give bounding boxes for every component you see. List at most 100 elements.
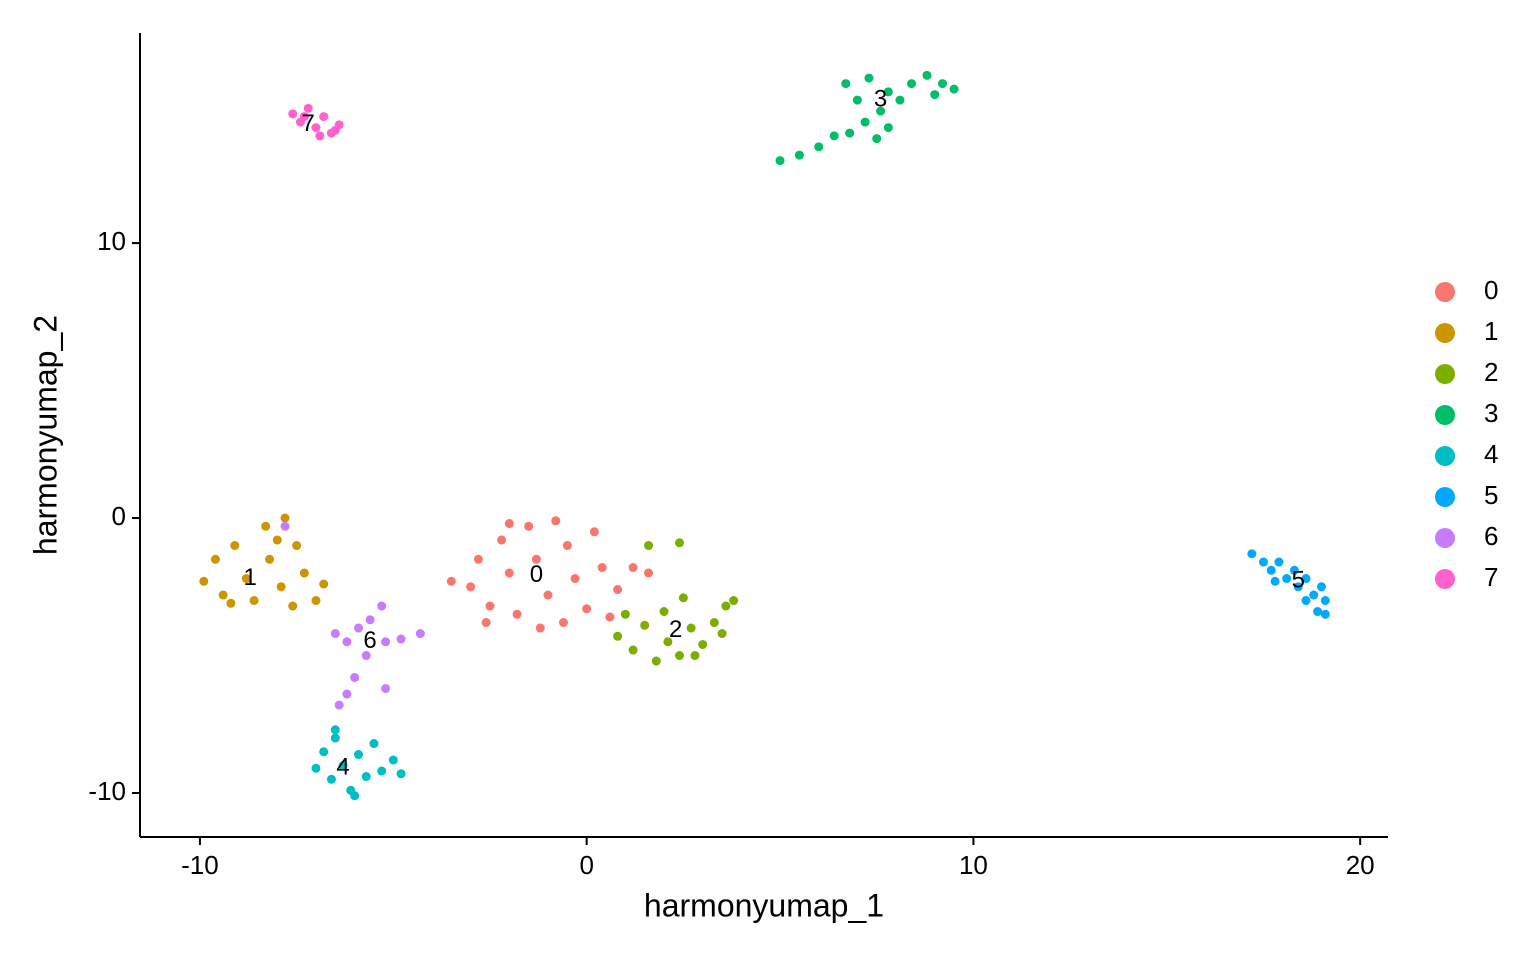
x-axis-title: harmonyumap_1 [644,887,884,923]
point [241,574,251,584]
x-tick-label: -10 [181,850,219,880]
legend-label: 4 [1484,439,1498,469]
point [481,618,491,628]
point [315,131,325,141]
point [860,117,870,127]
legend-swatch [1435,569,1455,589]
point [303,103,313,113]
y-tick-label: 10 [97,226,126,256]
point [558,618,568,628]
cluster-label: 6 [363,627,376,654]
point [814,142,824,152]
legend-label: 0 [1484,275,1498,305]
point [852,95,862,105]
point [280,521,290,531]
point [937,79,947,89]
point [620,609,630,619]
point [504,568,514,578]
cluster-label: 0 [530,561,543,588]
point [199,576,209,586]
point [531,554,541,564]
point [292,541,302,551]
point [907,79,917,89]
cluster-label: 2 [669,616,682,643]
point [311,596,321,606]
point [1301,596,1311,606]
point [605,612,615,622]
point [319,579,329,589]
point [326,774,336,784]
point [330,125,340,135]
point [261,521,271,531]
cluster-label: 1 [244,564,257,591]
point [674,651,684,661]
point [350,791,360,801]
point [365,615,375,625]
legend-label: 6 [1484,521,1498,551]
point [311,763,321,773]
point [570,574,580,584]
point [330,725,340,735]
point [864,73,874,83]
x-tick-label: 0 [579,850,593,880]
x-tick-label: 20 [1346,850,1375,880]
point [644,568,654,578]
point [1309,590,1319,600]
point [272,535,282,545]
point [276,582,286,592]
point [377,766,387,776]
point [872,134,882,144]
point [597,563,607,573]
cluster-label: 7 [302,110,315,137]
point [354,623,364,633]
point [845,128,855,138]
legend-swatch [1435,282,1455,302]
legend-swatch [1435,405,1455,425]
point [265,554,275,564]
point [709,618,719,628]
legend-swatch [1435,528,1455,548]
point [829,131,839,141]
point [1270,576,1280,586]
point [717,629,727,639]
point [589,527,599,537]
point [698,640,708,650]
cluster-label: 4 [336,754,349,781]
point [543,590,553,600]
legend-swatch [1435,446,1455,466]
point [1301,574,1311,584]
point [876,106,886,116]
point [485,601,495,611]
point [319,112,329,122]
legend-label: 2 [1484,357,1498,387]
legend-swatch [1435,323,1455,343]
legend-label: 3 [1484,398,1498,428]
point [1258,557,1268,567]
point [1320,596,1330,606]
cluster-label: 3 [874,85,887,112]
point [930,90,940,100]
point [319,747,329,757]
legend-swatch [1435,487,1455,507]
x-tick-label: 10 [959,850,988,880]
point [1293,582,1303,592]
point [613,585,623,595]
point [841,79,851,89]
point [330,629,340,639]
point [729,596,739,606]
point [361,651,371,661]
point [659,607,669,617]
point [1289,565,1299,575]
point [721,601,731,611]
point [369,739,379,749]
point [381,684,391,694]
point [1316,582,1326,592]
cluster-label: 5 [1292,567,1305,594]
point [249,596,259,606]
legend-swatch [1435,364,1455,384]
point [674,538,684,548]
point [415,629,425,639]
point [613,631,623,641]
point [226,598,236,608]
